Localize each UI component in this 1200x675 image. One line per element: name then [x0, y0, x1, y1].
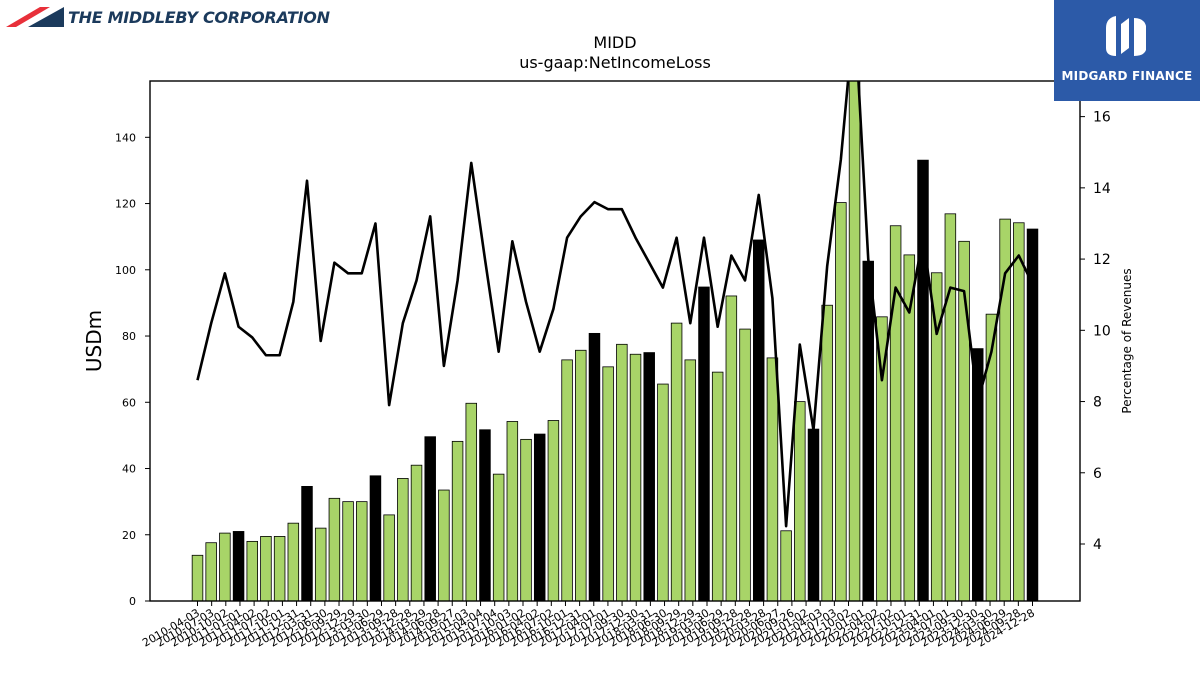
quarter-bar — [191, 554, 204, 601]
annual-bar — [424, 436, 436, 601]
quarter-bar — [629, 353, 642, 601]
brand-mark-icon — [1106, 16, 1146, 56]
quarter-bar — [930, 272, 943, 601]
quarter-bar — [876, 316, 888, 601]
y-tick-label: 0 — [129, 595, 136, 608]
quarter-bar — [958, 240, 970, 601]
quarter-bar — [219, 532, 231, 601]
quarter-bar — [999, 218, 1011, 601]
quarter-bar — [383, 514, 395, 601]
quarter-bar — [260, 536, 272, 601]
quarter-bar — [684, 359, 697, 601]
quarter-bar — [1013, 222, 1025, 601]
y-tick-label: 40 — [122, 463, 136, 476]
y2-tick-label: 4 — [1093, 537, 1102, 553]
quarter-bar — [725, 295, 738, 601]
quarter-bar — [616, 343, 628, 601]
watermark-brand: MIDGARD FINANCE — [1061, 69, 1193, 83]
annual-bar — [698, 286, 710, 601]
quarter-bar — [492, 473, 505, 601]
annual-bar — [232, 531, 245, 601]
quarter-bar — [794, 401, 806, 601]
chart-subtitle: us-gaap:NetIncomeLoss — [519, 53, 711, 72]
company-logo: THE MIDDLEBY CORPORATION — [6, 6, 330, 28]
y2-tick-label: 14 — [1093, 181, 1111, 197]
annual-bar — [533, 433, 546, 601]
quarter-bar — [328, 497, 341, 601]
quarter-bar — [397, 478, 409, 601]
quarter-bar — [821, 304, 833, 601]
y2-tick-label: 10 — [1093, 323, 1111, 339]
quarter-bar — [889, 225, 902, 601]
annual-bar — [807, 428, 820, 601]
quarter-bar — [670, 322, 683, 601]
quarter-bar — [985, 313, 998, 601]
annual-bar — [301, 485, 313, 601]
quarter-bar — [410, 464, 423, 601]
quarter-bar — [602, 366, 614, 601]
annual-bar — [643, 352, 655, 601]
percentage-line — [196, 81, 1034, 528]
chart-title: MIDD — [593, 33, 636, 52]
watermark-logo: MIDGARD FINANCE — [1054, 0, 1200, 101]
quarter-bar — [273, 536, 286, 601]
quarter-bar — [835, 202, 847, 601]
annual-bar — [972, 348, 984, 601]
quarter-bar — [246, 540, 258, 601]
quarter-bar — [848, 81, 861, 601]
quarter-bar — [506, 421, 519, 601]
quarter-bar — [342, 501, 354, 601]
annual-bar — [588, 332, 601, 601]
annual-bar — [369, 475, 382, 601]
quarter-bar — [465, 402, 478, 601]
annual-bar — [917, 159, 929, 601]
quarter-bar — [520, 438, 532, 601]
quarter-bar — [451, 440, 464, 601]
y-tick-label: 120 — [115, 198, 136, 211]
y2-tick-label: 16 — [1093, 110, 1111, 126]
quarter-bar — [657, 383, 669, 601]
quarter-bar — [944, 213, 957, 601]
y2-tick-label: 12 — [1093, 252, 1111, 268]
quarter-bar — [766, 357, 779, 601]
quarter-bar — [356, 501, 368, 601]
quarter-bar — [575, 349, 587, 601]
annual-bar — [862, 260, 874, 601]
quarter-bar — [205, 542, 217, 601]
annual-bar — [1026, 228, 1039, 601]
y2-axis-label: Percentage of Revenues — [1120, 268, 1134, 413]
quarter-bar — [287, 522, 300, 601]
quarter-bar — [314, 527, 327, 601]
company-logo-icon — [6, 7, 64, 27]
y-tick-label: 20 — [122, 529, 136, 542]
y-tick-label: 100 — [115, 264, 136, 277]
annual-bar — [479, 429, 491, 601]
plot-frame — [149, 80, 1081, 602]
y2-tick-label: 8 — [1093, 395, 1102, 411]
y-tick-label: 80 — [122, 330, 136, 343]
company-name: THE MIDDLEBY CORPORATION — [68, 7, 330, 27]
quarter-bar — [561, 359, 573, 601]
y-axis-label: USDm — [82, 310, 106, 372]
annual-bar — [752, 239, 765, 601]
y2-tick-label: 6 — [1093, 466, 1102, 482]
y-tick-label: 140 — [115, 131, 136, 144]
quarter-bar — [547, 420, 560, 601]
quarter-bar — [711, 371, 724, 601]
quarter-bar — [780, 530, 792, 601]
quarter-bar — [438, 489, 450, 601]
y-tick-label: 60 — [122, 396, 136, 409]
quarter-bar — [739, 328, 751, 601]
